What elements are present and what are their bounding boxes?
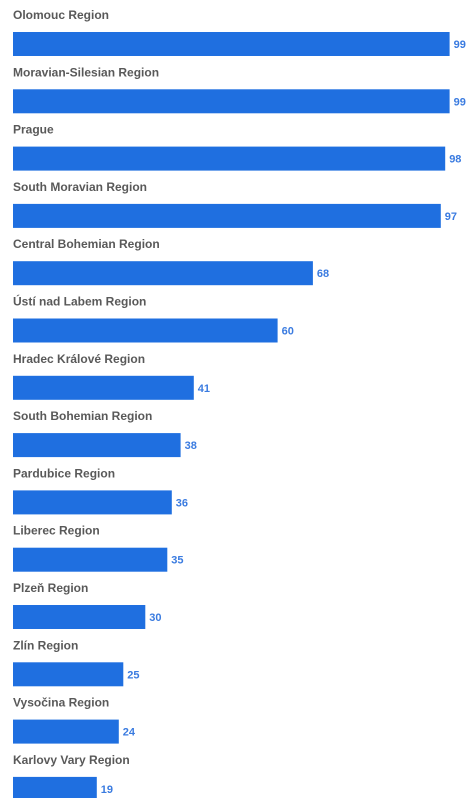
bar-row: Plzeň Region 30 (13, 581, 162, 629)
bar-row: Olomouc Region 99 (13, 8, 466, 56)
value-label: 41 (198, 383, 210, 395)
category-label: Olomouc Region (13, 8, 109, 22)
category-label: Pardubice Region (13, 466, 115, 480)
bar-row: South Bohemian Region 38 (13, 409, 197, 458)
bar (13, 203, 441, 228)
bar-row: Zlín Region 25 (13, 638, 140, 687)
value-label: 25 (127, 669, 139, 681)
bar (13, 547, 168, 572)
bar (13, 605, 146, 629)
value-label: 36 (176, 497, 188, 509)
value-label: 99 (454, 96, 466, 108)
bar-row: Ústí nad Labem Region 60 (13, 294, 294, 343)
category-label: Prague (13, 123, 54, 137)
bar (13, 776, 97, 798)
category-label: Plzeň Region (13, 581, 88, 595)
bar (13, 261, 313, 286)
bar-row: Central Bohemian Region 68 (13, 237, 329, 286)
category-label: Liberec Region (13, 524, 100, 538)
bar-row: Prague 98 (13, 123, 461, 171)
bar-row: Vysočina Region 24 (13, 696, 136, 744)
value-label: 19 (101, 784, 113, 796)
value-label: 24 (123, 727, 136, 739)
bar (13, 433, 181, 458)
category-label: South Moravian Region (13, 180, 147, 194)
value-label: 98 (449, 154, 461, 166)
bar-row: Karlovy Vary Region 19 (13, 753, 130, 798)
bar (13, 490, 172, 515)
bar (13, 662, 124, 687)
category-label: Moravian-Silesian Region (13, 65, 159, 79)
bar (13, 89, 450, 114)
category-label: Hradec Králové Region (13, 352, 145, 366)
bar-row: Pardubice Region 36 (13, 466, 188, 515)
bar-row: South Moravian Region 97 (13, 180, 457, 228)
value-label: 60 (282, 326, 294, 338)
category-label: Ústí nad Labem Region (13, 294, 146, 309)
value-label: 99 (454, 39, 466, 51)
bar (13, 318, 278, 343)
category-label: Vysočina Region (13, 696, 109, 710)
value-label: 97 (445, 211, 457, 223)
category-label: Central Bohemian Region (13, 237, 160, 251)
value-label: 30 (149, 612, 161, 624)
bar (13, 32, 450, 56)
value-label: 68 (317, 268, 329, 280)
bar-row: Liberec Region 35 (13, 524, 184, 572)
category-label: Karlovy Vary Region (13, 753, 130, 767)
category-label: South Bohemian Region (13, 409, 152, 423)
bar-row: Hradec Králové Region 41 (13, 352, 210, 400)
bar (13, 719, 119, 744)
bar (13, 375, 194, 400)
bar-row: Moravian-Silesian Region 99 (13, 65, 466, 114)
bar (13, 146, 446, 171)
value-label: 38 (185, 440, 197, 452)
value-label: 35 (171, 555, 183, 567)
category-label: Zlín Region (13, 638, 78, 652)
